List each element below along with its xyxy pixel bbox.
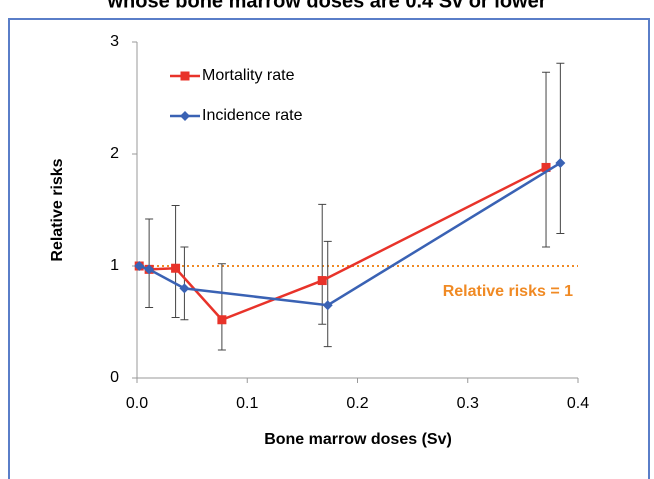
y-tick-label: 3 xyxy=(110,33,119,50)
marker xyxy=(322,300,333,311)
x-tick-label: 0.4 xyxy=(567,395,589,412)
x-tick-label: 0.1 xyxy=(236,395,258,412)
error-bar xyxy=(217,263,226,351)
y-tick-label: 0 xyxy=(110,369,119,386)
error-bar xyxy=(171,205,180,319)
error-bar xyxy=(145,218,154,308)
marker xyxy=(180,111,190,121)
marker xyxy=(134,261,145,271)
legend-label: Mortality rate xyxy=(202,67,295,84)
marker xyxy=(171,263,181,273)
x-tick-label: 0.3 xyxy=(457,395,479,412)
marker xyxy=(179,283,190,294)
x-axis-label: Bone marrow doses (Sv) xyxy=(264,431,452,448)
marker xyxy=(541,162,551,172)
y-axis-label: Relative risks xyxy=(49,158,66,261)
y-tick-label: 1 xyxy=(110,257,119,274)
y-tick-label: 2 xyxy=(110,145,119,162)
frame xyxy=(8,18,650,479)
marker xyxy=(317,276,327,286)
chart-title: whose bone marrow doses are 0.4 Sv or lo… xyxy=(106,0,546,12)
error-bar xyxy=(323,240,332,348)
x-tick-label: 0.0 xyxy=(126,395,148,412)
x-tick-label: 0.2 xyxy=(346,395,368,412)
marker xyxy=(217,315,227,325)
legend-label: Incidence rate xyxy=(202,107,303,124)
error-bar xyxy=(556,62,565,235)
marker xyxy=(555,157,566,168)
marker xyxy=(144,264,155,275)
marker xyxy=(180,71,190,81)
reference-label: Relative risks = 1 xyxy=(443,283,573,300)
error-bar xyxy=(180,246,189,321)
error-bar xyxy=(542,71,551,248)
